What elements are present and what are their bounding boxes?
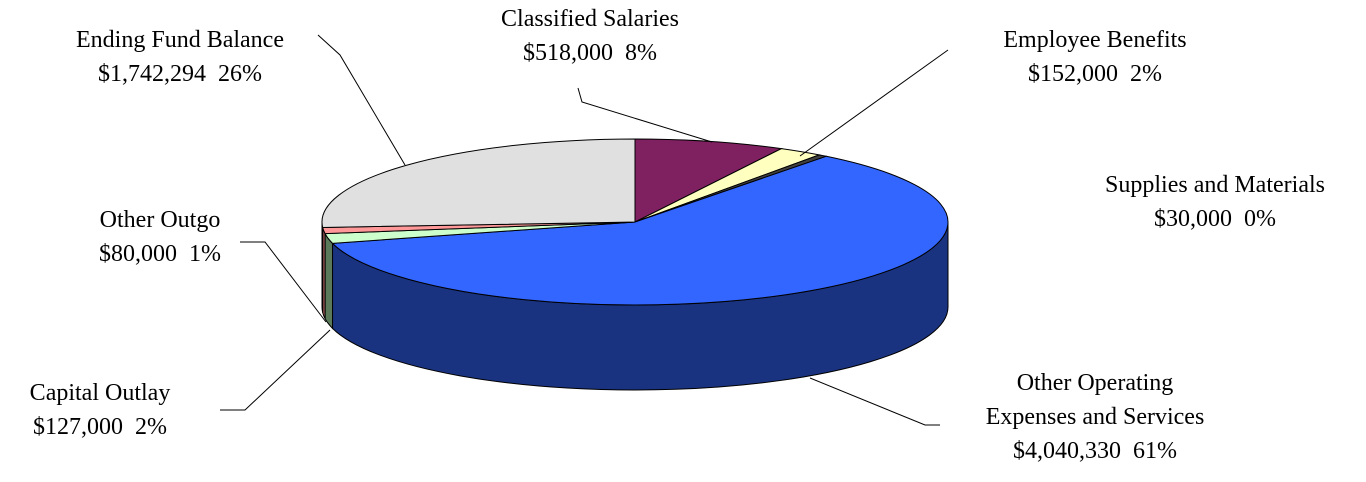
slice-side — [321, 221, 324, 313]
leader-line — [317, 34, 406, 166]
percent-label: 2% — [134, 414, 167, 440]
category-label: Ending Fund Balance — [76, 27, 284, 53]
percent-label: 2% — [1130, 61, 1162, 87]
slice-label: Classified Salaries $518,000 8% — [501, 2, 679, 70]
value-label: $518,000 — [523, 40, 613, 66]
percent-label: 8% — [625, 40, 657, 66]
slice-label: Ending Fund Balance $1,742,294 26% — [76, 23, 284, 91]
value-label: $4,040,330 — [1012, 438, 1121, 464]
category-label: Capital Outlay — [29, 380, 171, 406]
percent-label: 1% — [189, 241, 221, 267]
value-label: $80,000 — [99, 241, 177, 267]
category-label: Classified Salaries — [501, 6, 679, 32]
slice-label: Employee Benefits $152,000 2% — [1003, 23, 1186, 91]
slice-label: Other Operating Expenses and Services $4,… — [986, 366, 1205, 468]
leader-line — [809, 377, 940, 426]
slice-side — [324, 233, 334, 330]
percent-label: 26% — [218, 61, 262, 87]
slice-label: Capital Outlay $127,000 2% — [30, 376, 171, 444]
leader-line — [799, 49, 949, 157]
leader-line — [240, 241, 327, 323]
percent-label: 61% — [1132, 438, 1177, 464]
value-label: $30,000 — [1154, 206, 1232, 232]
slice-label: Supplies and Materials $30,000 0% — [1105, 168, 1325, 236]
value-label: $1,742,294 — [98, 61, 206, 87]
leader-line — [577, 87, 713, 143]
category-label: Other Outgo — [99, 207, 221, 233]
slice — [331, 155, 949, 306]
slice-label: Other Outgo $80,000 1% — [99, 203, 221, 271]
value-label: $127,000 — [32, 414, 123, 440]
slice — [321, 138, 636, 228]
category-label: Other Operating Expenses and Services — [985, 370, 1205, 430]
category-label: Employee Benefits — [1003, 27, 1187, 53]
value-label: $152,000 — [1028, 61, 1118, 87]
percent-label: 0% — [1244, 206, 1276, 232]
category-label: Supplies and Materials — [1105, 172, 1325, 198]
leader-line — [220, 329, 331, 411]
